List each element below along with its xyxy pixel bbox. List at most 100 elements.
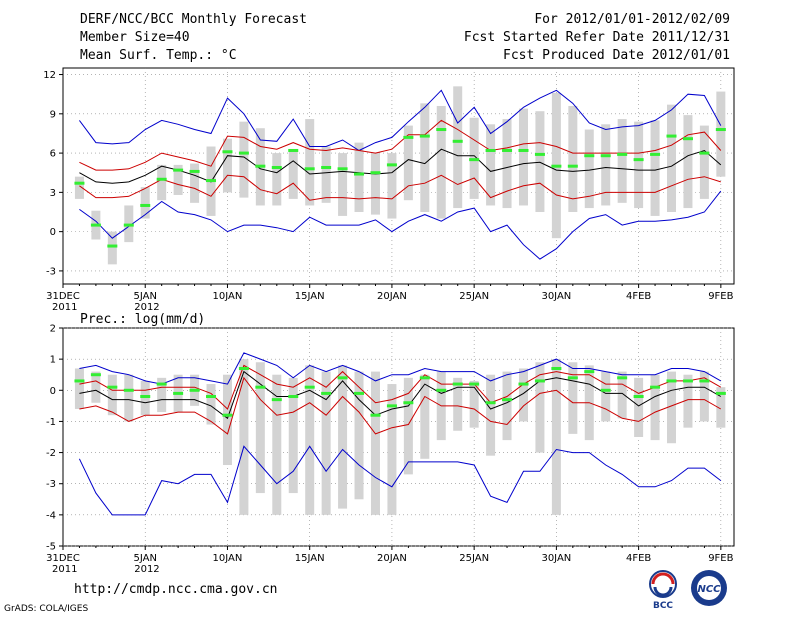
x-tick-label: 4FEB — [626, 553, 651, 564]
median-marker — [715, 391, 726, 395]
median-marker — [633, 158, 644, 162]
series-mean-sd-line — [79, 364, 722, 410]
median-marker — [140, 395, 151, 399]
x-tick-year: 2011 — [52, 564, 77, 575]
median-marker — [255, 385, 266, 389]
median-marker — [288, 148, 299, 152]
spread-box — [650, 120, 660, 216]
y-tick-label: 12 — [43, 70, 56, 81]
median-marker — [189, 169, 200, 173]
spread-box — [601, 124, 611, 206]
median-marker — [304, 167, 315, 171]
bcc-logo: BCC — [640, 568, 686, 614]
spread-box — [140, 380, 150, 416]
forecast-period: For 2012/01/01-2012/02/09 — [534, 12, 730, 27]
spread-box — [551, 359, 561, 515]
spread-box — [568, 105, 578, 212]
precip-panel-title: Prec.: log(mm/d) — [80, 312, 206, 327]
median-marker — [600, 388, 611, 392]
spread-box — [584, 129, 594, 209]
median-marker — [140, 203, 151, 207]
median-marker — [74, 181, 85, 185]
series-mean-sd-line — [79, 174, 721, 201]
spread-box — [667, 104, 677, 212]
source-url[interactable]: http://cmdp.ncc.cma.gov.cn — [74, 582, 278, 597]
median-marker — [156, 382, 167, 386]
x-tick-label: 10JAN — [213, 291, 243, 302]
spread-box — [239, 121, 249, 198]
median-marker — [617, 376, 628, 380]
median-marker — [123, 388, 134, 392]
spread-box — [91, 371, 101, 403]
median-marker — [419, 134, 430, 138]
spread-box — [420, 374, 430, 459]
y-tick-label: -2 — [46, 448, 56, 459]
series-mean-line — [79, 370, 722, 420]
spread-box — [699, 371, 709, 422]
median-marker — [534, 379, 545, 383]
spread-box — [107, 231, 117, 265]
spread-box — [683, 374, 693, 428]
median-marker — [403, 401, 414, 405]
y-tick-label: -3 — [46, 479, 56, 490]
median-marker — [386, 163, 397, 167]
spread-box — [354, 371, 364, 500]
x-tick-label: 30JAN — [541, 291, 571, 302]
median-marker — [567, 164, 578, 168]
spread-box — [469, 380, 479, 428]
median-marker — [551, 164, 562, 168]
x-tick-label: 25JAN — [459, 291, 489, 302]
x-tick-label: 31DEC — [46, 553, 80, 564]
median-marker — [123, 223, 134, 227]
spread-box — [140, 187, 150, 219]
spread-box — [305, 365, 315, 515]
x-tick-label: 9FEB — [708, 553, 733, 564]
plot-frame — [62, 327, 735, 547]
chart-title: DERF/NCC/BCC Monthly Forecast — [80, 12, 307, 27]
median-marker — [469, 382, 480, 386]
spread-box — [518, 368, 528, 422]
spread-box — [272, 374, 282, 515]
bcc-logo-label: BCC — [653, 601, 673, 610]
median-marker — [238, 151, 249, 155]
spread-box — [272, 153, 282, 206]
spread-box — [683, 115, 693, 209]
ncc-logo: NCC — [686, 568, 732, 614]
median-marker — [370, 413, 381, 417]
median-marker — [502, 398, 513, 402]
spread-box — [601, 371, 611, 422]
median-marker — [666, 134, 677, 138]
median-marker — [354, 391, 365, 395]
median-marker — [370, 171, 381, 175]
x-tick-label: 25JAN — [459, 553, 489, 564]
spread-box — [124, 374, 134, 422]
forecast-start-date: Fcst Started Refer Date 2011/12/31 — [463, 30, 730, 45]
median-marker — [173, 391, 184, 395]
ncc-logo-label: NCC — [697, 584, 721, 595]
median-marker — [666, 379, 677, 383]
spread-box — [387, 153, 397, 219]
spread-box — [502, 119, 512, 209]
median-marker — [403, 135, 414, 139]
median-marker — [386, 404, 397, 408]
spread-box — [634, 121, 644, 209]
spread-box — [288, 377, 298, 494]
forecast-produced-date: Fcst Produced Date 2012/01/01 — [503, 48, 730, 63]
spread-box — [288, 149, 298, 199]
spread-box — [453, 86, 463, 209]
median-marker — [255, 164, 266, 168]
variable-label: Mean Surf. Temp.: °C — [80, 48, 237, 63]
spread-box — [535, 362, 545, 453]
median-marker — [699, 151, 710, 155]
median-marker — [271, 398, 282, 402]
y-tick-label: -4 — [46, 510, 56, 521]
spread-box — [634, 377, 644, 437]
x-tick-label: 5JAN — [133, 553, 156, 564]
median-marker — [650, 152, 661, 156]
spread-box — [190, 163, 200, 203]
median-marker — [567, 376, 578, 380]
spread-box — [617, 119, 627, 203]
spread-box — [436, 105, 446, 219]
median-marker — [189, 388, 200, 392]
